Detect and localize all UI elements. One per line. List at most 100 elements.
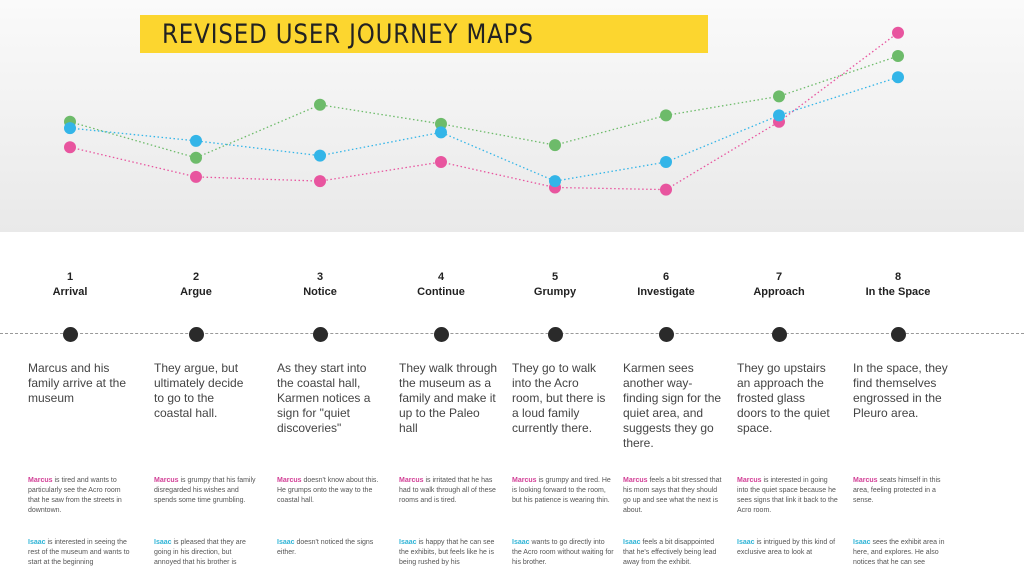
stage-header: 8 In the Space	[838, 270, 958, 300]
data-point	[435, 156, 447, 169]
marcus-note: Marcus is irritated that he has had to w…	[399, 476, 501, 506]
marcus-label: Marcus	[623, 477, 648, 484]
data-point	[190, 170, 202, 183]
data-point	[892, 71, 904, 84]
marcus-text: doesn't know about this. He grumps onto …	[277, 477, 379, 504]
isaac-text: wants to go directly into the Acro room …	[512, 539, 614, 566]
page-title: REVISED USER JOURNEY MAPS	[162, 19, 534, 50]
marcus-text: seats himself in this area, feeling prot…	[853, 477, 941, 504]
stage-description: Karmen sees another way-finding sign for…	[623, 361, 722, 450]
stage-number: 4	[437, 271, 445, 283]
marcus-text: is grumpy and tired. He is looking forwa…	[512, 477, 611, 504]
stage-header: 1 Arrival	[10, 270, 130, 300]
stage-dot	[659, 327, 674, 342]
isaac-text: feels a bit disappointed that he's effec…	[623, 539, 717, 566]
data-point	[314, 98, 326, 111]
marcus-text: is grumpy that his family disregarded hi…	[154, 477, 256, 504]
stage-number: 1	[66, 271, 74, 283]
data-point	[892, 50, 904, 63]
data-point	[64, 122, 76, 135]
stage-description: In the space, they find themselves engro…	[853, 361, 948, 420]
isaac-note: Isaac is pleased that they are going in …	[154, 538, 256, 568]
stage-description: They argue, but ultimately decide to go …	[154, 361, 244, 420]
data-point	[314, 175, 326, 188]
series-line-2	[69, 76, 899, 182]
stage-description: They walk through the museum as a family…	[399, 361, 498, 435]
marcus-label: Marcus	[399, 477, 424, 484]
isaac-label: Isaac	[399, 539, 417, 546]
stage-name: Continue	[417, 286, 465, 298]
journey-chart	[64, 26, 904, 196]
stage-dot	[434, 327, 449, 342]
isaac-note: Isaac is intrigued by this kind of exclu…	[737, 538, 839, 558]
data-point	[190, 134, 202, 147]
stage-name: Approach	[753, 286, 805, 298]
marcus-label: Marcus	[277, 477, 302, 484]
isaac-label: Isaac	[277, 539, 295, 546]
isaac-note: Isaac is happy that he can see the exhib…	[399, 538, 501, 568]
stage-number: 8	[894, 271, 902, 283]
marcus-text: is tired and wants to particularly see t…	[28, 477, 122, 514]
marcus-label: Marcus	[154, 477, 179, 484]
stage-header: 2 Argue	[136, 270, 256, 300]
isaac-note: Isaac is interested in seeing the rest o…	[28, 538, 130, 568]
isaac-note: Isaac sees the exhibit area in here, and…	[853, 538, 955, 568]
stage-header: 5 Grumpy	[495, 270, 615, 300]
marcus-note: Marcus is grumpy that his family disrega…	[154, 476, 256, 506]
stage-header: 3 Notice	[260, 270, 380, 300]
isaac-label: Isaac	[853, 539, 871, 546]
marcus-label: Marcus	[853, 477, 878, 484]
data-point	[549, 175, 561, 188]
stage-name: Arrival	[52, 286, 88, 298]
isaac-label: Isaac	[512, 539, 530, 546]
stage-number: 3	[316, 271, 324, 283]
isaac-note: Isaac feels a bit disappointed that he's…	[623, 538, 725, 568]
marcus-note: Marcus is grumpy and tired. He is lookin…	[512, 476, 614, 506]
isaac-label: Isaac	[28, 539, 46, 546]
stage-name: Argue	[180, 286, 212, 298]
marcus-note: Marcus is interested in going into the q…	[737, 476, 839, 516]
isaac-note: Isaac wants to go directly into the Acro…	[512, 538, 614, 568]
isaac-text: doesn't noticed the signs either.	[277, 539, 374, 556]
stage-number: 5	[551, 271, 559, 283]
stage-header: 6 Investigate	[606, 270, 726, 300]
series-line-0	[69, 32, 899, 191]
marcus-label: Marcus	[737, 477, 762, 484]
data-point	[660, 183, 672, 196]
data-point	[435, 117, 447, 130]
stage-description: They go to walk into the Acro room, but …	[512, 361, 606, 435]
isaac-text: is happy that he can see the exhibits, b…	[399, 539, 495, 566]
stage-header: 4 Continue	[381, 270, 501, 300]
stage-dot	[772, 327, 787, 342]
stage-dot	[313, 327, 328, 342]
data-point	[549, 139, 561, 152]
isaac-label: Isaac	[737, 539, 755, 546]
data-point	[660, 156, 672, 169]
stage-dot	[63, 327, 78, 342]
data-point	[435, 126, 447, 139]
marcus-note: Marcus seats himself in this area, feeli…	[853, 476, 955, 506]
stage-number: 6	[662, 271, 670, 283]
stage-dot	[189, 327, 204, 342]
data-point	[773, 109, 785, 122]
data-point	[660, 109, 672, 122]
stage-description: They go upstairs an approach the frosted…	[737, 361, 830, 435]
marcus-label: Marcus	[512, 477, 537, 484]
isaac-text: is pleased that they are going in his di…	[154, 539, 246, 566]
stage-dot	[548, 327, 563, 342]
data-point	[190, 151, 202, 164]
isaac-text: is interested in seeing the rest of the …	[28, 539, 130, 566]
data-point	[64, 141, 76, 154]
marcus-text: is irritated that he has had to walk thr…	[399, 477, 496, 504]
isaac-note: Isaac doesn't noticed the signs either.	[277, 538, 379, 558]
marcus-text: feels a bit stressed that his mom says t…	[623, 477, 722, 514]
marcus-label: Marcus	[28, 477, 53, 484]
stage-dot	[891, 327, 906, 342]
title-banner: REVISED USER JOURNEY MAPS	[140, 15, 708, 53]
isaac-label: Isaac	[623, 539, 641, 546]
stage-number: 2	[192, 271, 200, 283]
stage-name: Grumpy	[533, 286, 577, 298]
marcus-note: Marcus is tired and wants to particularl…	[28, 476, 130, 516]
marcus-text: is interested in going into the quiet sp…	[737, 477, 838, 514]
data-point	[773, 90, 785, 103]
